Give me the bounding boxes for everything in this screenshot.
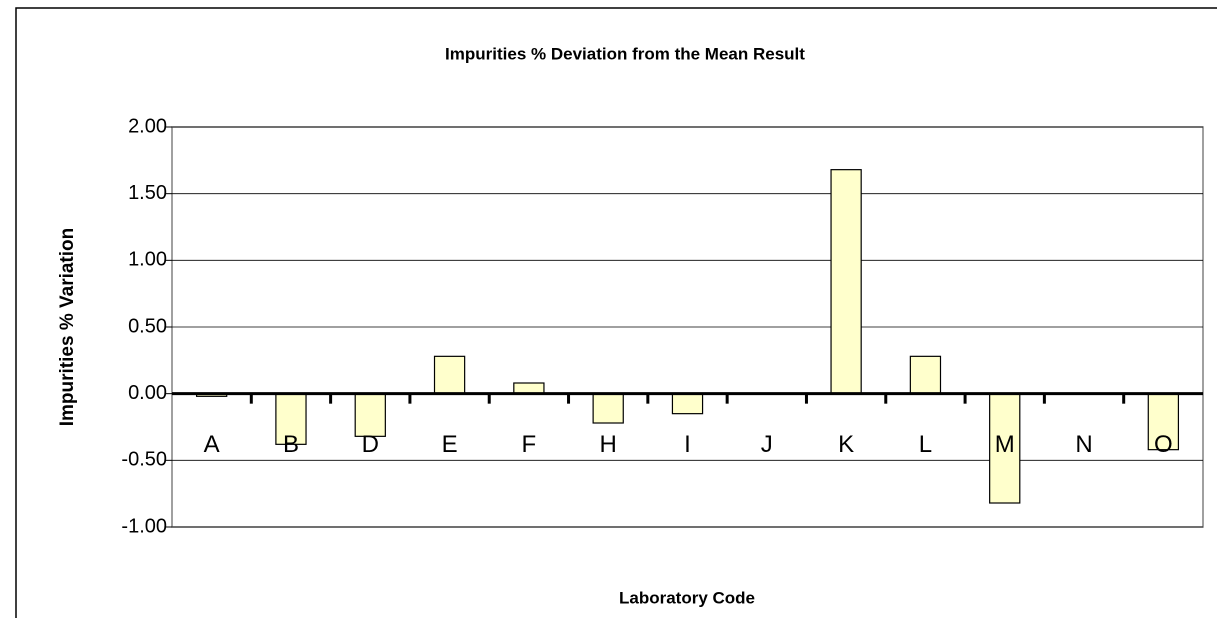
x-tick-label: K: [838, 431, 854, 458]
y-tick-label: 0.50: [128, 315, 167, 337]
y-tick-label: 1.50: [128, 182, 167, 204]
x-tick-label: F: [522, 431, 537, 458]
x-tick-label: L: [919, 431, 932, 458]
bar: [830, 169, 862, 395]
y-tick-label: 1.00: [128, 249, 167, 271]
x-tick-label: E: [442, 431, 458, 458]
y-tick-label: 2.00: [128, 115, 167, 137]
x-tick-label: A: [204, 431, 220, 458]
x-axis-label: Laboratory Code: [619, 588, 755, 607]
chart-title: Impurities % Deviation from the Mean Res…: [445, 44, 805, 63]
x-tick-label: H: [600, 431, 617, 458]
chart-frame: [15, 7, 1217, 618]
x-tick-label: D: [362, 431, 379, 458]
y-tick-label: -1.00: [121, 515, 167, 537]
y-tick-label: -0.50: [121, 449, 167, 471]
x-tick-label: O: [1154, 431, 1173, 458]
y-axis-label: Impurities % Variation: [57, 228, 78, 427]
bar: [433, 355, 466, 395]
bar: [592, 393, 624, 424]
bar: [513, 382, 545, 395]
x-tick-label: N: [1075, 431, 1092, 458]
bar: [909, 355, 942, 395]
bar: [354, 393, 386, 437]
x-tick-label: I: [684, 431, 691, 458]
bar: [671, 393, 704, 415]
x-tick-label: B: [283, 431, 299, 458]
x-tick-label: M: [995, 431, 1015, 458]
y-tick-label: 0.00: [128, 382, 167, 404]
x-tick-label: J: [761, 431, 773, 458]
